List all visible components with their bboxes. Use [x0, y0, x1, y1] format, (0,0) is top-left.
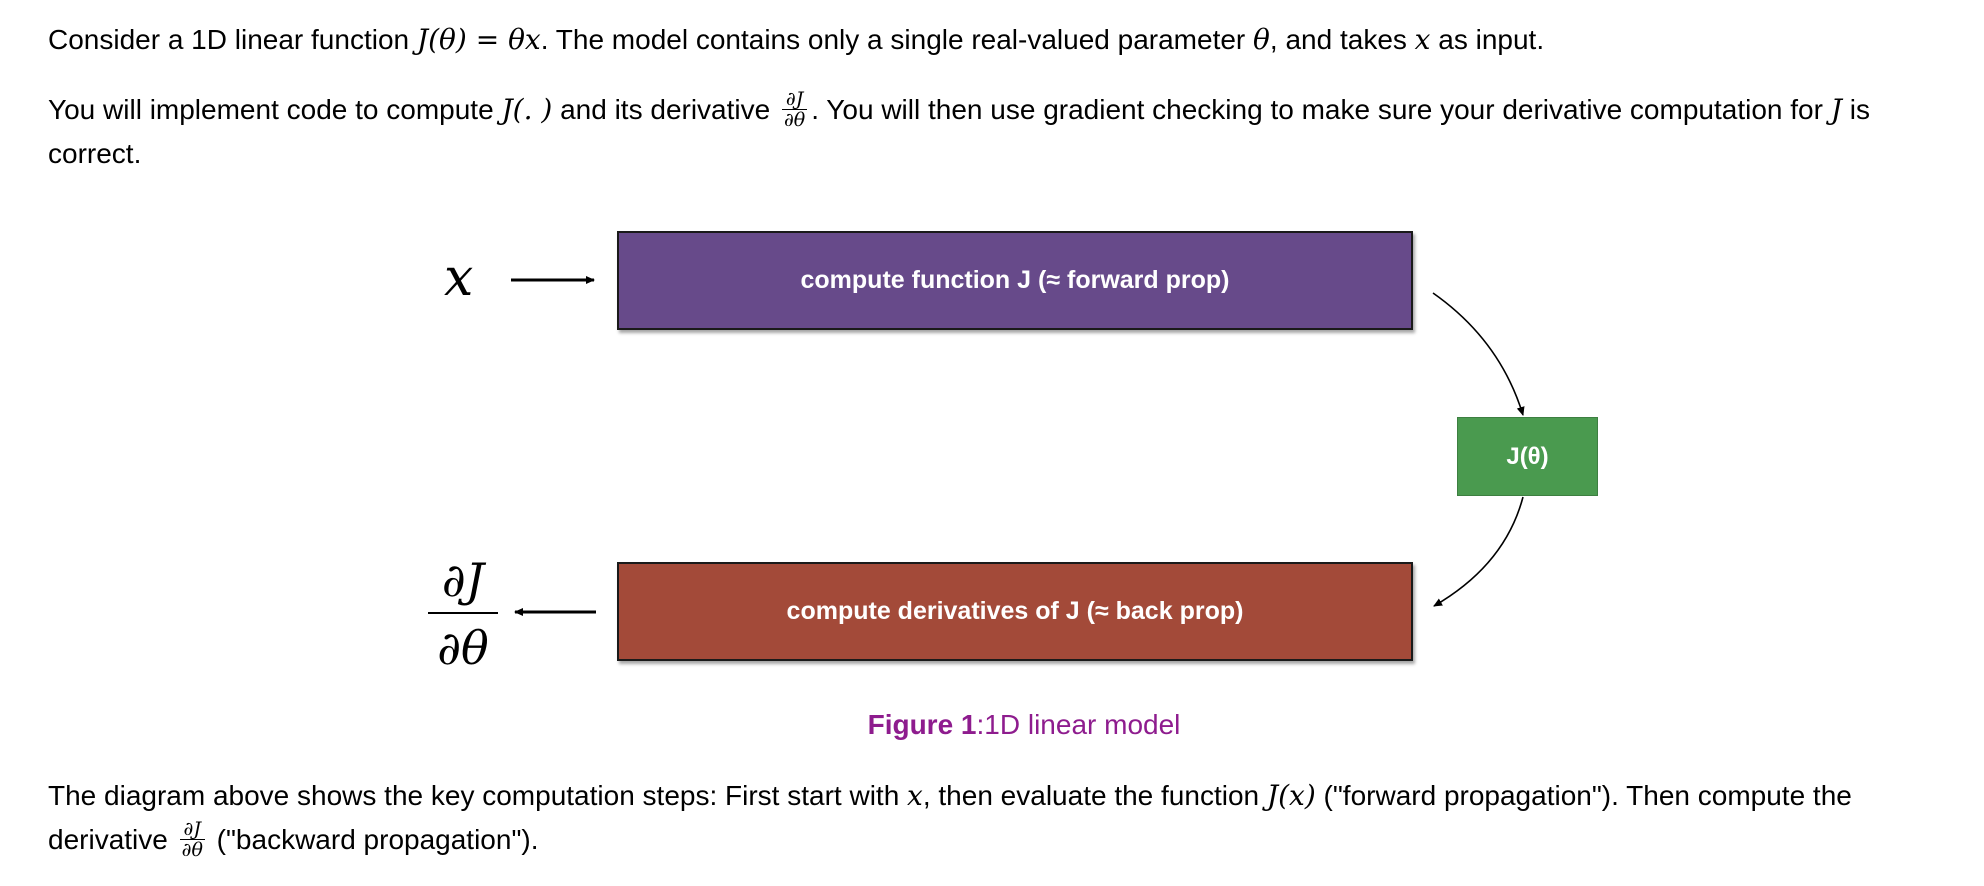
- back-prop-box: compute derivatives of J (≈ back prop): [617, 562, 1413, 661]
- derivative-fraction: ∂J ∂θ: [179, 819, 205, 862]
- derivative-fraction: ∂J ∂θ: [781, 89, 808, 132]
- intro-paragraph-2: You will implement code to compute J(. )…: [48, 88, 1936, 176]
- outro-text: ("forward propagation"). Then compute th…: [48, 780, 1852, 855]
- fraction-numerator: ∂J: [781, 89, 808, 111]
- math-x: x: [1414, 23, 1431, 56]
- outro-paragraph: The diagram above shows the key computat…: [48, 774, 1936, 862]
- output-j-box: J(θ): [1457, 417, 1598, 496]
- intro-text: . The model contains only a single real-…: [540, 24, 1254, 55]
- math-theta: θ: [1253, 23, 1270, 56]
- fraction-denominator: ∂θ: [181, 839, 203, 862]
- intro-text: and its derivative: [552, 94, 778, 125]
- fraction-denominator: ∂θ: [783, 109, 806, 132]
- math-j: J: [1830, 93, 1842, 126]
- caption-label: Figure 1: [867, 709, 977, 740]
- input-x-symbol: x: [444, 248, 474, 308]
- fraction-denominator: ∂θ: [437, 621, 489, 675]
- figure-caption: Figure 1:1D linear model: [0, 709, 1984, 741]
- derivative-output-fraction: ∂J ∂θ: [428, 552, 498, 676]
- output-to-back-arrow: [1433, 496, 1524, 607]
- intro-paragraph-1: Consider a 1D linear function J(θ) = θx.…: [48, 18, 1936, 62]
- fraction-numerator: ∂J: [428, 552, 498, 614]
- intro-text: is correct.: [48, 94, 1870, 170]
- intro-text: You will implement code to compute: [48, 94, 502, 125]
- math-function-definition: J(θ) = θx: [416, 23, 541, 56]
- caption-text: :1D linear model: [976, 709, 1181, 740]
- intro-text: , and takes: [1269, 24, 1415, 55]
- intro-text: as input.: [1430, 24, 1545, 55]
- fraction-numerator: ∂J: [179, 819, 205, 841]
- intro-text: Consider a 1D linear function: [48, 24, 417, 55]
- intro-text: . You will then use gradient checking to…: [811, 94, 1831, 125]
- forward-prop-box: compute function J (≈ forward prop): [617, 231, 1413, 330]
- math-j-of-x: J(x): [1266, 779, 1316, 812]
- outro-text: ("backward propagation").: [208, 824, 539, 855]
- math-x: x: [907, 779, 923, 812]
- outro-text: , then evaluate the function: [922, 780, 1267, 811]
- outro-text: The diagram above shows the key computat…: [48, 780, 908, 811]
- math-j-function: J(. ): [501, 93, 553, 126]
- forward-to-output-arrow: [1432, 292, 1525, 416]
